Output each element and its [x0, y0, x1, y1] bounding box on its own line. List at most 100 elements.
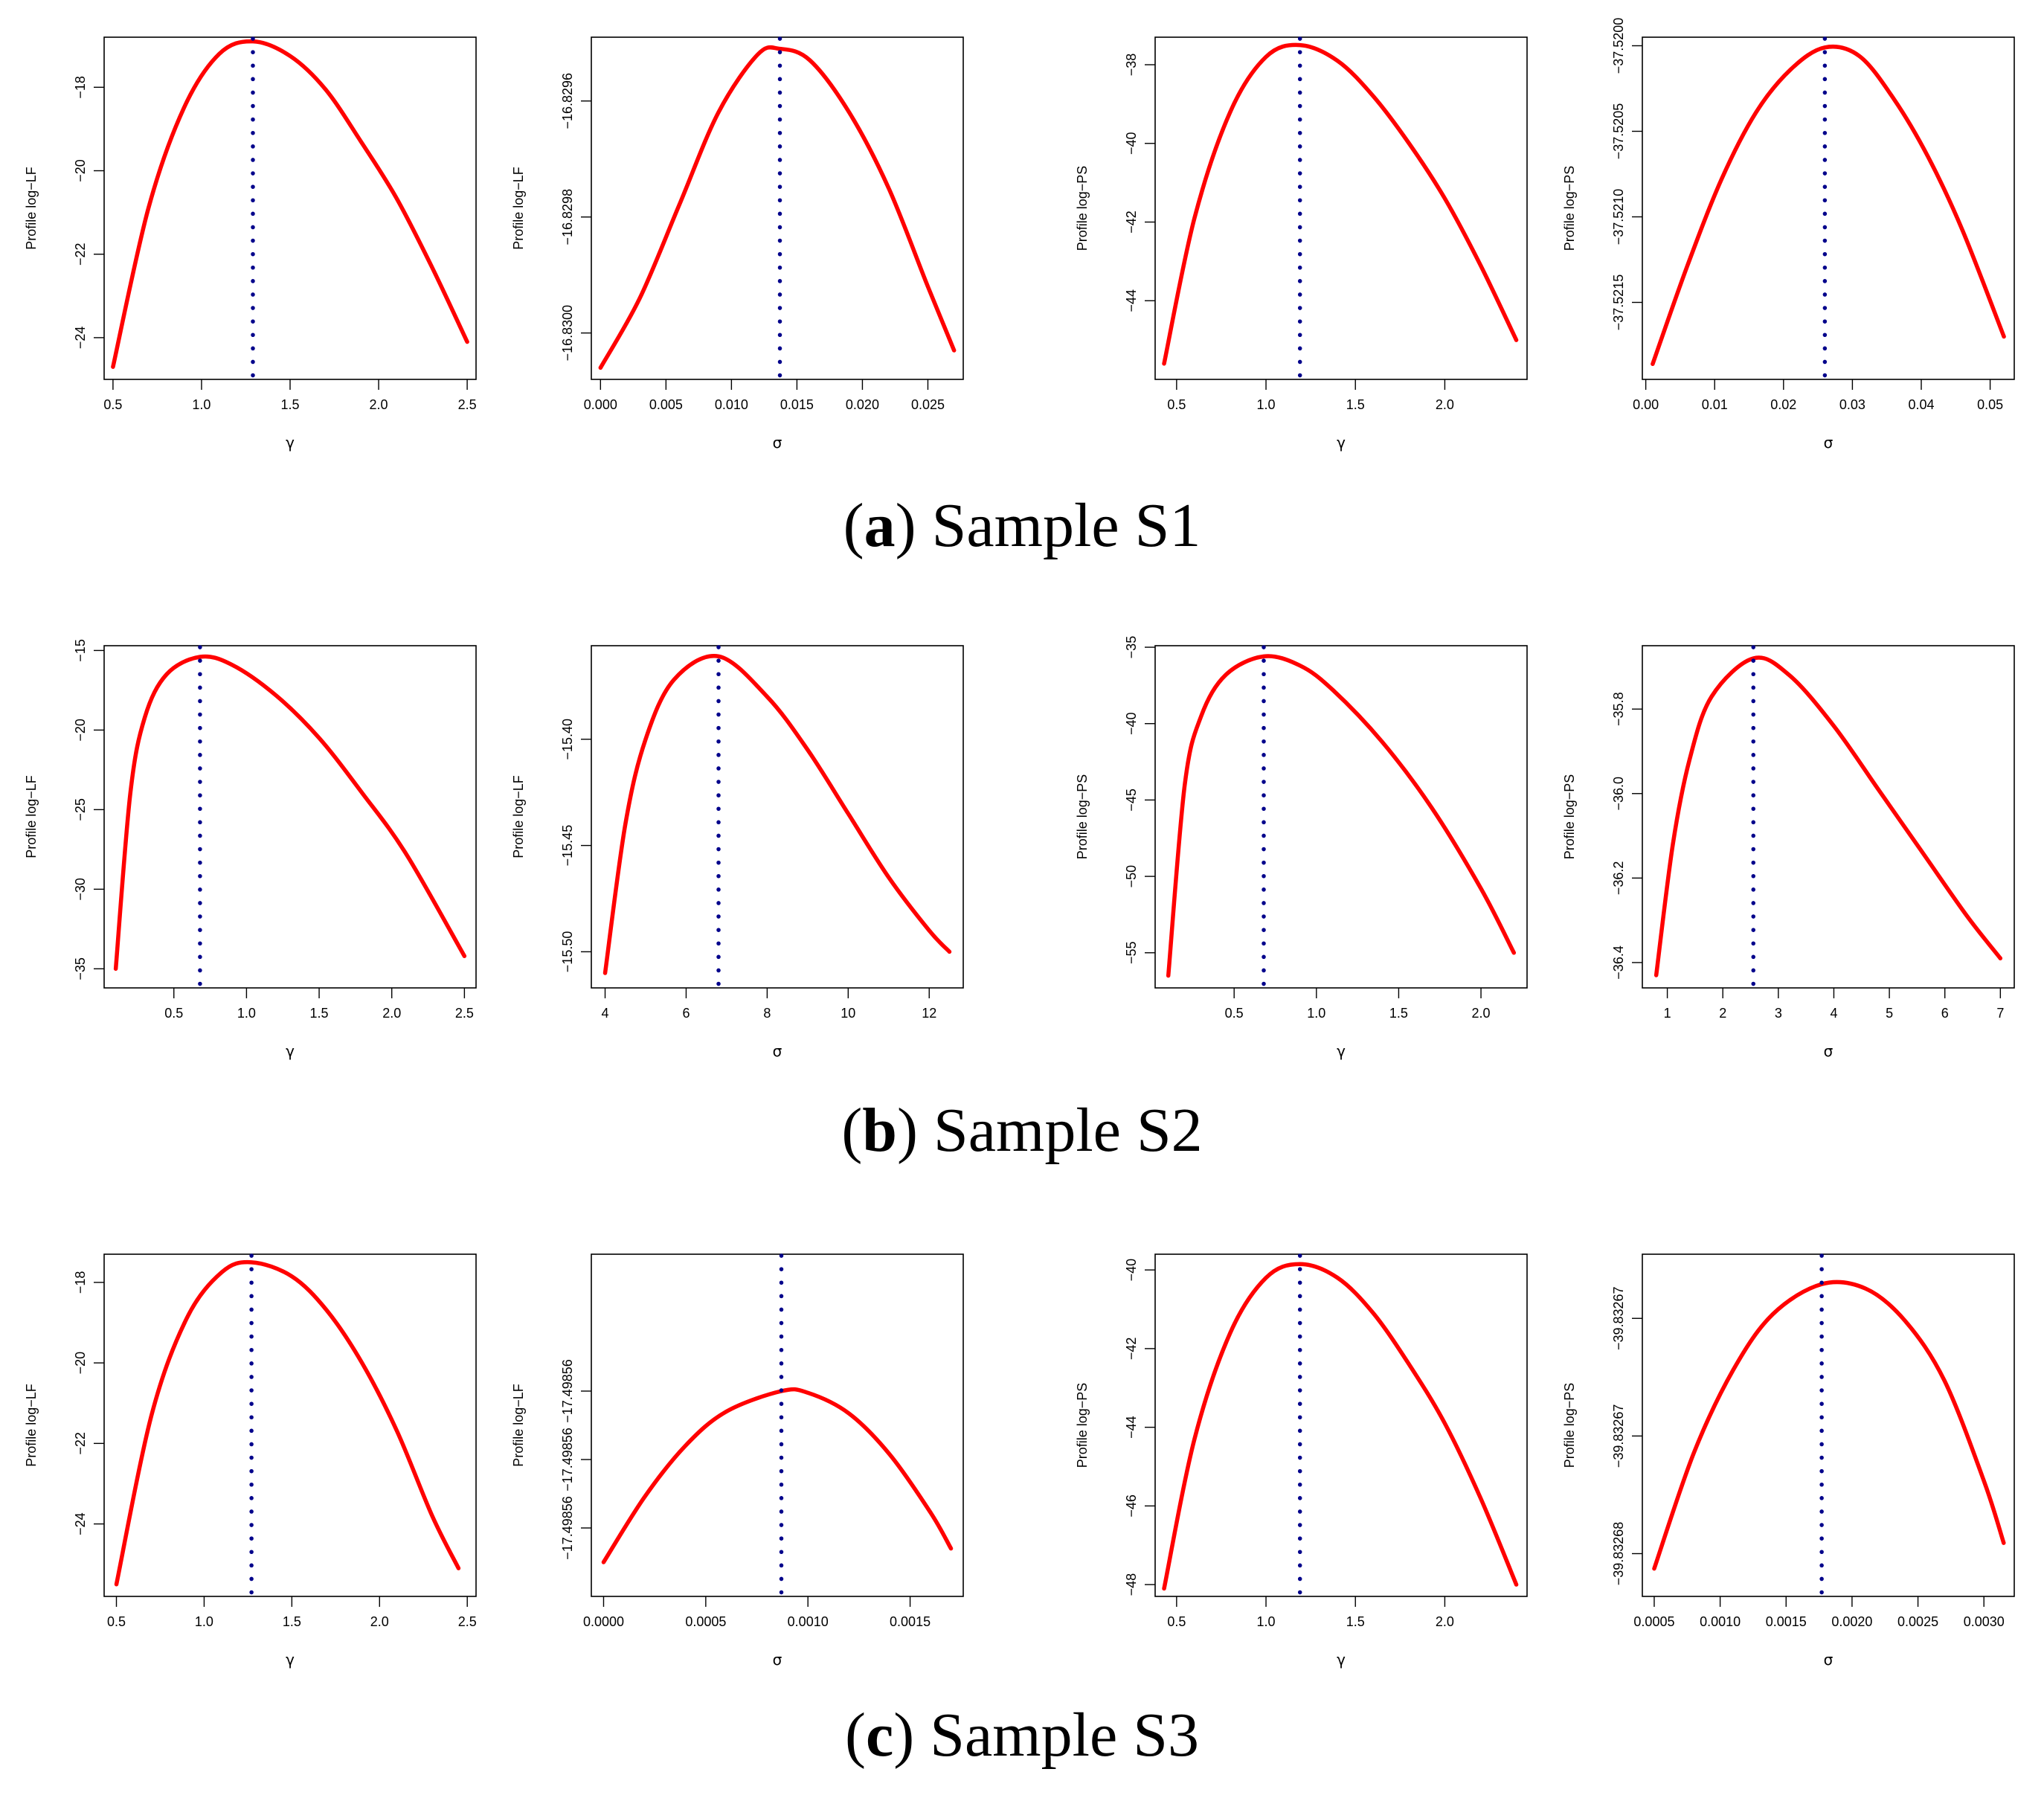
profile-curve: [598, 45, 957, 370]
x-tick-label: 0.0010: [788, 1614, 829, 1629]
y-tick-label: −37.5205: [1611, 103, 1626, 160]
profile-curve: [1653, 655, 2003, 977]
x-tick-label: 0.010: [715, 397, 748, 412]
x-tick-label: 1.5: [310, 1006, 329, 1021]
x-axis-label: σ: [773, 434, 782, 452]
y-tick-label: −48: [1124, 1573, 1139, 1596]
x-tick-label: 1.0: [1307, 1006, 1325, 1021]
y-tick-label: −37.5200: [1611, 18, 1626, 74]
y-tick-label: −22: [73, 243, 88, 266]
plot-frame: [1642, 645, 2015, 989]
x-tick-label: 0.0025: [1897, 1614, 1938, 1629]
y-tick-label: −36.4: [1611, 945, 1626, 980]
x-tick-label: 0.015: [780, 397, 814, 412]
x-tick-label: 2.5: [458, 1614, 477, 1629]
x-tick-label: 1.0: [237, 1006, 256, 1021]
chart-panel: 0.5 1.0 1.5 2.0 γ −48 −46 −44 −42 −40 Profile log−…: [1066, 1247, 1542, 1678]
plot-frame: [1154, 1253, 1528, 1597]
x-tick-label: 4: [1830, 1006, 1837, 1021]
x-tick-label: 0.5: [1167, 397, 1186, 412]
caption-letter: c: [866, 1701, 894, 1770]
y-axis-label: Profile log−PS: [1562, 1383, 1577, 1468]
x-tick-label: 0.05: [1977, 397, 2003, 412]
y-tick-label: −39.83267: [1611, 1286, 1626, 1350]
y-tick-label: −45: [1124, 789, 1139, 812]
caption-row-a: (a) Sample S1: [843, 491, 1201, 560]
plot-frame: [103, 36, 477, 380]
plot-frame: [1154, 645, 1528, 989]
y-tick-label: −46: [1124, 1494, 1139, 1518]
y-axis-label: Profile log−LF: [511, 775, 526, 858]
y-tick-label: −38: [1124, 54, 1139, 77]
y-tick-label: −39.83267: [1611, 1404, 1626, 1468]
y-axis-label: Profile log−PS: [1075, 1383, 1090, 1468]
x-tick-label: 0.005: [649, 397, 683, 412]
chart-panel: 0.5 1.0 1.5 2.0 γ −55 −50 −45 −40 −35 Profile log−…: [1066, 636, 1542, 1070]
chart-panel: 1 2 3 4 5 6 7 σ −36.4 −36.2 −36.0 −35.8 Profile log−…: [1553, 638, 2029, 1070]
x-tick-label: 0.5: [1225, 1006, 1244, 1021]
x-axis-label: σ: [1824, 434, 1834, 452]
x-tick-label: 0.03: [1839, 397, 1865, 412]
x-tick-label: 1.5: [1346, 1614, 1365, 1629]
x-tick-label: 0.04: [1908, 397, 1934, 412]
y-tick-label: −20: [73, 719, 88, 742]
plot-frame: [1642, 36, 2015, 380]
y-tick-label: −42: [1124, 211, 1139, 234]
y-axis-label: Profile log−LF: [511, 167, 526, 250]
y-tick-label: −17.49856: [560, 1428, 575, 1492]
x-tick-label: 6: [1941, 1006, 1949, 1021]
y-tick-label: −16.8298: [560, 189, 575, 245]
y-tick-label: −20: [73, 1352, 88, 1375]
x-tick-label: 2.0: [370, 1614, 389, 1629]
x-axis-label: σ: [1824, 1042, 1834, 1060]
x-tick-label: 10: [841, 1006, 855, 1021]
y-tick-label: −16.8296: [560, 73, 575, 129]
y-axis-label: Profile log−PS: [1075, 166, 1090, 251]
y-tick-label: −40: [1124, 1259, 1139, 1282]
chart-svg: 0.5 1.0 1.5 2.0 2.5 γ −24 −22 −20 −18 Profile log−…: [24, 36, 477, 452]
y-tick-label: −35.8: [1611, 692, 1626, 726]
x-axis-label: γ: [286, 1042, 295, 1060]
y-tick-label: −15.45: [560, 825, 575, 867]
x-tick-label: 0.00: [1633, 397, 1659, 412]
chart-svg: 0.0005 0.0010 0.0015 0.0020 0.0025 0.0030 σ −39…: [1562, 1253, 2015, 1669]
y-tick-label: −22: [73, 1432, 88, 1455]
caption-letter: a: [864, 491, 896, 560]
x-axis-label: γ: [1337, 434, 1346, 452]
profile-curve: [114, 1259, 461, 1587]
y-tick-label: −35: [1124, 636, 1139, 659]
x-tick-label: 1.0: [195, 1614, 213, 1629]
x-tick-label: 1.5: [280, 397, 299, 412]
x-tick-label: 0.0000: [583, 1614, 624, 1629]
x-tick-label: 1.5: [1346, 397, 1365, 412]
x-tick-label: 1: [1664, 1006, 1671, 1021]
x-tick-label: 1.0: [1257, 397, 1276, 412]
y-axis-label: Profile log−LF: [24, 167, 39, 250]
x-axis-label: γ: [1337, 1651, 1346, 1669]
y-tick-label: −18: [73, 76, 88, 99]
profile-curve: [1166, 654, 1517, 978]
x-tick-label: 0.0030: [1964, 1614, 2005, 1629]
x-tick-label: 0.0010: [1700, 1614, 1741, 1629]
chart-svg: 0.5 1.0 1.5 2.0 2.5 γ −24 −22 −20 −18 Profile log−…: [24, 1253, 477, 1669]
chart-svg: 0.5 1.0 1.5 2.0 γ −55 −50 −45 −40 −35 Profile log−…: [1075, 636, 1528, 1060]
x-tick-label: 0.5: [164, 1006, 183, 1021]
y-tick-label: −30: [73, 878, 88, 901]
y-axis-label: Profile log−PS: [1562, 166, 1577, 251]
y-tick-label: −17.49856: [560, 1496, 575, 1560]
caption-row-c: (c) Sample S3: [845, 1701, 1199, 1770]
x-tick-label: 0.5: [1167, 1614, 1186, 1629]
x-tick-label: 2: [1719, 1006, 1726, 1021]
x-tick-label: 2.0: [1436, 1614, 1454, 1629]
y-tick-label: −55: [1124, 941, 1139, 964]
x-tick-label: 0.0005: [1633, 1614, 1674, 1629]
x-tick-label: 0.02: [1770, 397, 1796, 412]
x-tick-label: 0.5: [107, 1614, 126, 1629]
y-axis-label: Profile log−LF: [24, 1384, 39, 1467]
x-tick-label: 1.5: [283, 1614, 301, 1629]
plot-frame: [103, 645, 477, 989]
y-tick-label: −35: [73, 957, 88, 980]
x-axis-label: σ: [773, 1042, 782, 1060]
y-tick-label: −37.5215: [1611, 274, 1626, 331]
x-axis-label: γ: [1337, 1042, 1346, 1060]
